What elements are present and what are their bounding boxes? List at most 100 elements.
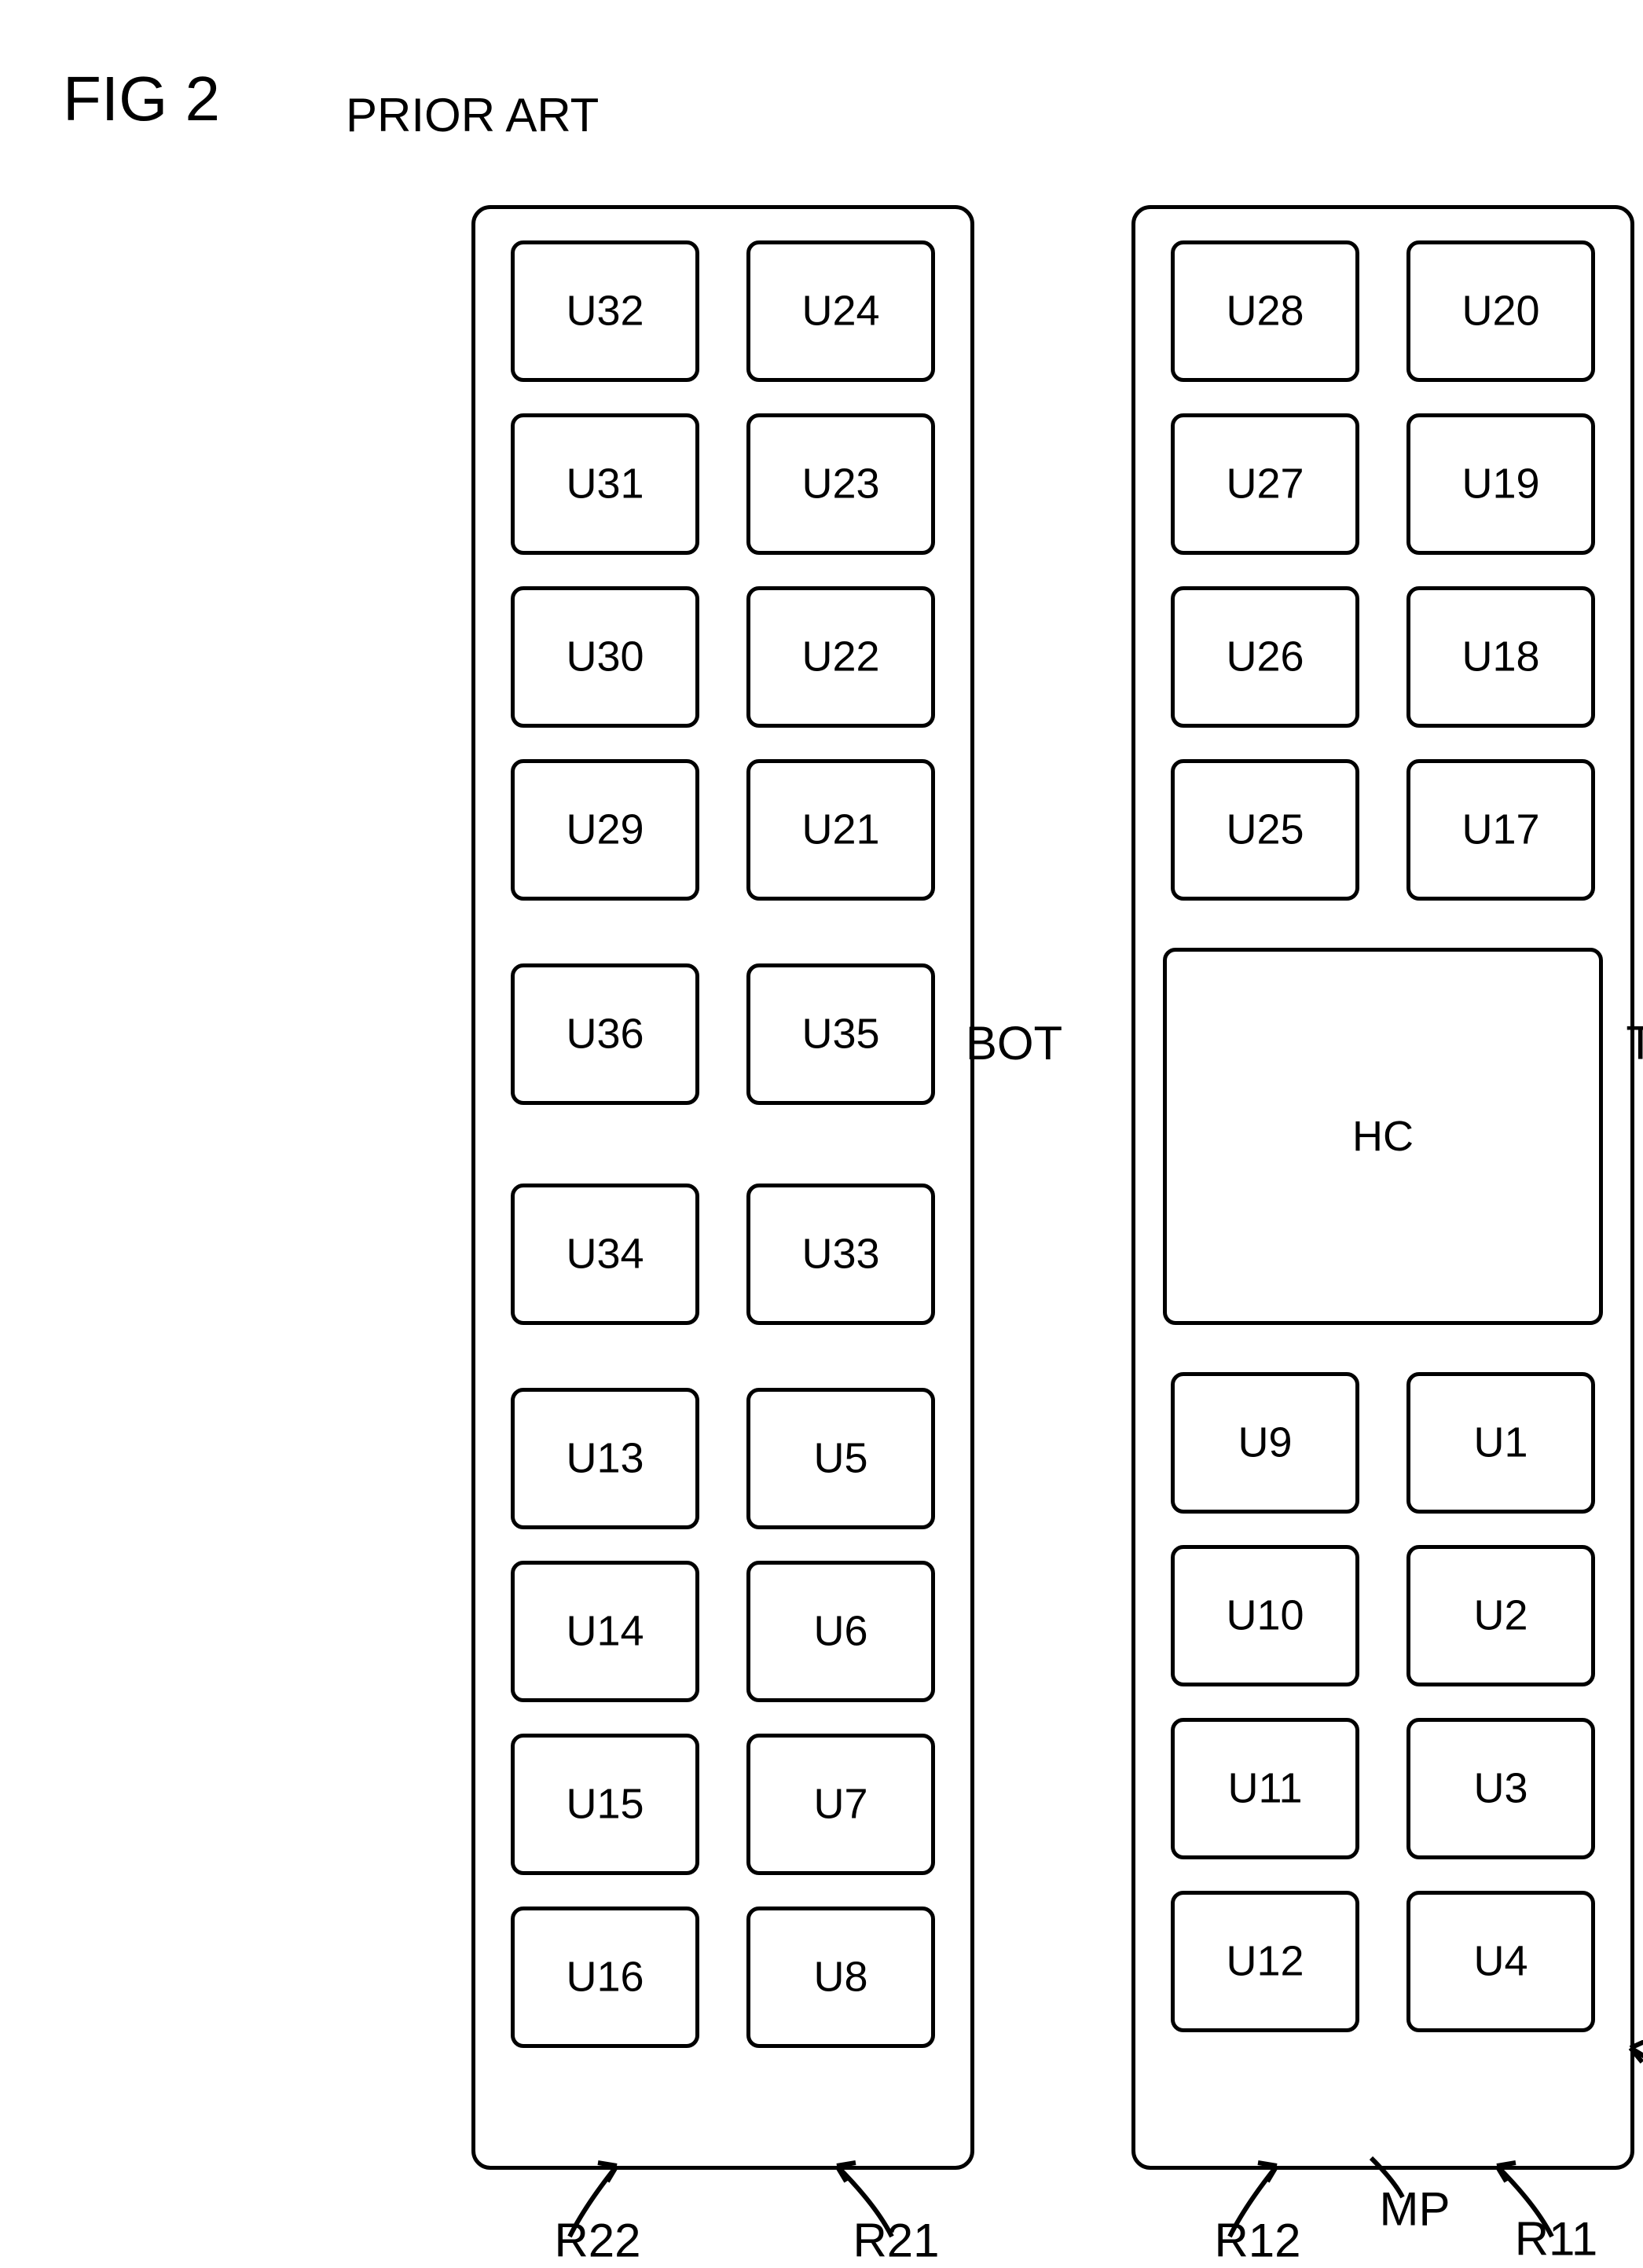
chip-u24: U24 [746, 240, 935, 382]
chip-u8: U8 [746, 1907, 935, 2048]
chip-row: U20 U19 U18 U17 [1406, 240, 1595, 901]
chip-label: U35 [801, 1010, 879, 1059]
bot-side-label: BOT [966, 1016, 1062, 1070]
bot-left-chip-group: U24 U23 U22 U21 U32 U31 U30 U29 [511, 240, 935, 901]
chip-u25: U25 [1171, 759, 1359, 901]
chip-row: U35 U33 [746, 963, 935, 1325]
chip-u19: U19 [1406, 413, 1595, 555]
r21-leader [821, 2158, 900, 2252]
r12-leader [1214, 2158, 1293, 2252]
chip-u13: U13 [511, 1388, 699, 1529]
chip-label: U18 [1461, 633, 1539, 681]
chip-u7: U7 [746, 1734, 935, 1875]
chip-label: U16 [566, 1953, 644, 2002]
chip-u23: U23 [746, 413, 935, 555]
chip-label: U19 [1461, 460, 1539, 508]
chip-label: U24 [801, 287, 879, 336]
bot-board: U24 U23 U22 U21 U32 U31 U30 U29 U35 U33 U36 U34 U5… [471, 205, 974, 2170]
r11-leader [1481, 2158, 1560, 2252]
r22-leader [554, 2158, 633, 2252]
chip-row: U32 U31 U30 U29 [511, 240, 699, 901]
chip-row: U36 U34 [511, 963, 699, 1325]
top-side-label: TOP [1626, 1016, 1643, 1070]
chip-label: U5 [813, 1434, 867, 1483]
chip-u12: U12 [1171, 1891, 1359, 2032]
chip-u35: U35 [746, 963, 935, 1105]
chip-label: U34 [566, 1230, 644, 1279]
chip-label: U27 [1226, 460, 1304, 508]
diagram-container: U20U19U18U17U28U27U26U25 HC U1U2U3U4U9U1… [471, 205, 1634, 2170]
hc-chip: HC [1163, 948, 1603, 1325]
chip-label: U6 [813, 1607, 867, 1656]
bot-right-chip-group: U5 U6 U7 U8 U13 U14 U15 U16 [511, 1388, 935, 2048]
chip-u10: U10 [1171, 1545, 1359, 1686]
chip-u15: U15 [511, 1734, 699, 1875]
chip-u33: U33 [746, 1184, 935, 1325]
chip-label: U1 [1473, 1418, 1527, 1467]
chip-u11: U11 [1171, 1718, 1359, 1859]
chip-u26: U26 [1171, 586, 1359, 728]
chip-row: U24 U23 U22 U21 [746, 240, 935, 901]
chip-row: U28 U27 U26 U25 [1171, 240, 1359, 901]
chip-label: U11 [1227, 1764, 1302, 1813]
chip-u3: U3 [1406, 1718, 1595, 1859]
chip-u30: U30 [511, 586, 699, 728]
chip-row: U13 U14 U15 U16 [511, 1388, 699, 2048]
chip-label: U26 [1226, 633, 1304, 681]
chip-label: U20 [1461, 287, 1539, 336]
chip-label: U28 [1226, 287, 1304, 336]
chip-row: U5 U6 U7 U8 [746, 1388, 935, 2048]
top-left-chip-group: U20 U19 U18 U17 U28 U27 U26 U25 [1171, 240, 1595, 901]
chip-label: U22 [801, 633, 879, 681]
chip-label: U7 [813, 1780, 867, 1829]
chip-u22: U22 [746, 586, 935, 728]
chip-label: U32 [566, 287, 644, 336]
chip-u17: U17 [1406, 759, 1595, 901]
chip-label: U8 [813, 1953, 867, 2002]
chip-label: U15 [566, 1780, 644, 1829]
chip-u6: U6 [746, 1561, 935, 1702]
chip-u20: U20 [1406, 240, 1595, 382]
chip-u28: U28 [1171, 240, 1359, 382]
chip-label: U9 [1238, 1418, 1292, 1467]
hsm-leader [1615, 2040, 1643, 2134]
chip-label: U2 [1473, 1591, 1527, 1640]
prior-art-label: PRIOR ART [346, 88, 1580, 142]
hc-label: HC [1352, 1112, 1414, 1161]
bot-mid-chip-group: U35 U33 U36 U34 [511, 963, 935, 1325]
chip-u36: U36 [511, 963, 699, 1105]
chip-label: U13 [566, 1434, 644, 1483]
chip-u32: U32 [511, 240, 699, 382]
chip-row: U9 U10 U11 U12 [1171, 1372, 1359, 2032]
chip-u2: U2 [1406, 1545, 1595, 1686]
chip-label: U4 [1473, 1937, 1527, 1986]
chip-u9: U9 [1171, 1372, 1359, 1514]
chip-u27: U27 [1171, 413, 1359, 555]
chip-u18: U18 [1406, 586, 1595, 728]
chip-u16: U16 [511, 1907, 699, 2048]
chip-label: U31 [566, 460, 644, 508]
chip-u29: U29 [511, 759, 699, 901]
chip-u5: U5 [746, 1388, 935, 1529]
chip-u21: U21 [746, 759, 935, 901]
chip-u4: U4 [1406, 1891, 1595, 2032]
chip-u31: U31 [511, 413, 699, 555]
chip-label: U33 [801, 1230, 879, 1279]
chip-label: U29 [566, 806, 644, 854]
mp-leader [1363, 2150, 1410, 2213]
top-board: U20U19U18U17U28U27U26U25 HC U1U2U3U4U9U1… [1131, 205, 1634, 2170]
chip-label: U17 [1461, 806, 1539, 854]
chip-label: U36 [566, 1010, 644, 1059]
chip-u14: U14 [511, 1561, 699, 1702]
chip-label: U30 [566, 633, 644, 681]
chip-label: U14 [566, 1607, 644, 1656]
top-right-chip-group: U1 U2 U3 U4 U9 U10 U11 U12 [1171, 1372, 1595, 2032]
chip-label: U10 [1226, 1591, 1304, 1640]
chip-u1: U1 [1406, 1372, 1595, 1514]
chip-label: U25 [1226, 806, 1304, 854]
chip-label: U12 [1226, 1937, 1304, 1986]
chip-row: U1 U2 U3 U4 [1406, 1372, 1595, 2032]
chip-label: U23 [801, 460, 879, 508]
chip-u34: U34 [511, 1184, 699, 1325]
chip-label: U3 [1473, 1764, 1527, 1813]
